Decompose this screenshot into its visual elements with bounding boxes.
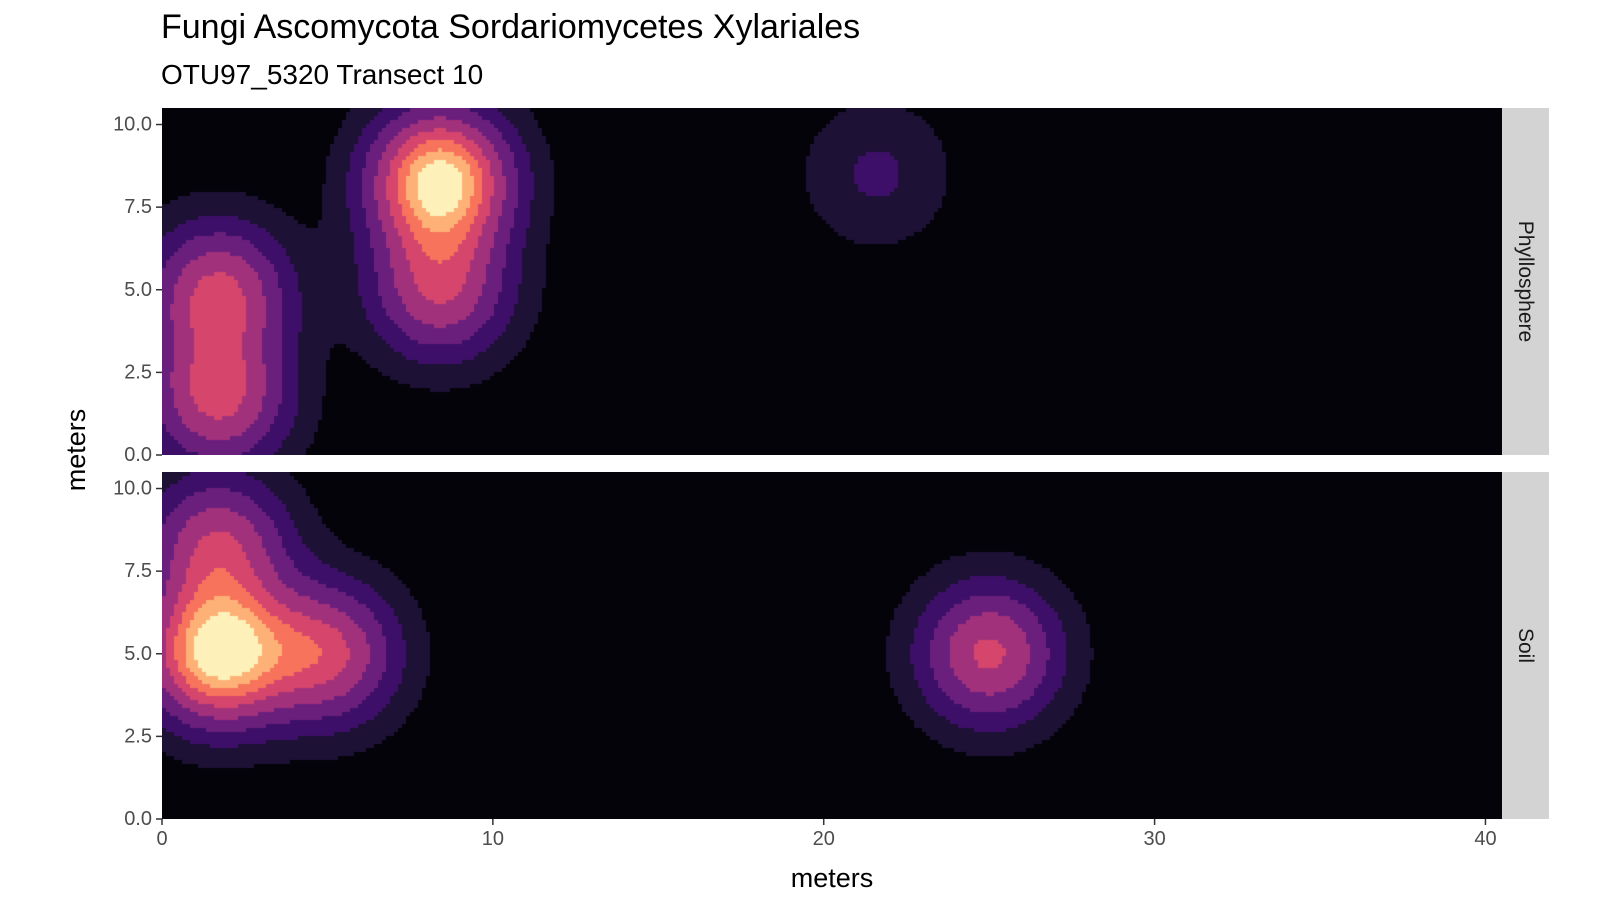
y-tick-label: 5.0 [124, 279, 152, 301]
heatmap-panel-soil [162, 472, 1502, 819]
y-tick-label: 5.0 [124, 643, 152, 665]
y-tick-label: 0.0 [124, 808, 152, 830]
x-tick-label: 40 [1474, 828, 1496, 850]
facet-strip [1502, 472, 1549, 819]
x-tick-label: 10 [482, 828, 504, 850]
facet-strip [1502, 108, 1549, 455]
x-tick-label: 0 [156, 828, 167, 850]
y-axis-title: meters [61, 409, 91, 492]
y-tick-label: 2.5 [124, 725, 152, 747]
chart-subtitle: OTU97_5320 Transect 10 [161, 59, 484, 90]
y-tick-label: 7.5 [124, 560, 152, 582]
facet-label: Soil [1514, 628, 1537, 663]
y-tick-label: 10.0 [113, 114, 152, 136]
facet-label: Phyllosphere [1514, 221, 1537, 342]
y-tick-label: 7.5 [124, 196, 152, 218]
y-tick-label: 0.0 [124, 444, 152, 466]
x-tick-label: 30 [1143, 828, 1165, 850]
x-tick-label: 20 [813, 828, 835, 850]
x-axis-title: meters [791, 863, 874, 893]
heatmap-panel-phyllosphere [162, 108, 1502, 455]
y-tick-label: 2.5 [124, 361, 152, 383]
chart-title: Fungi Ascomycota Sordariomycetes Xylaria… [161, 8, 861, 46]
y-tick-label: 10.0 [113, 478, 152, 500]
